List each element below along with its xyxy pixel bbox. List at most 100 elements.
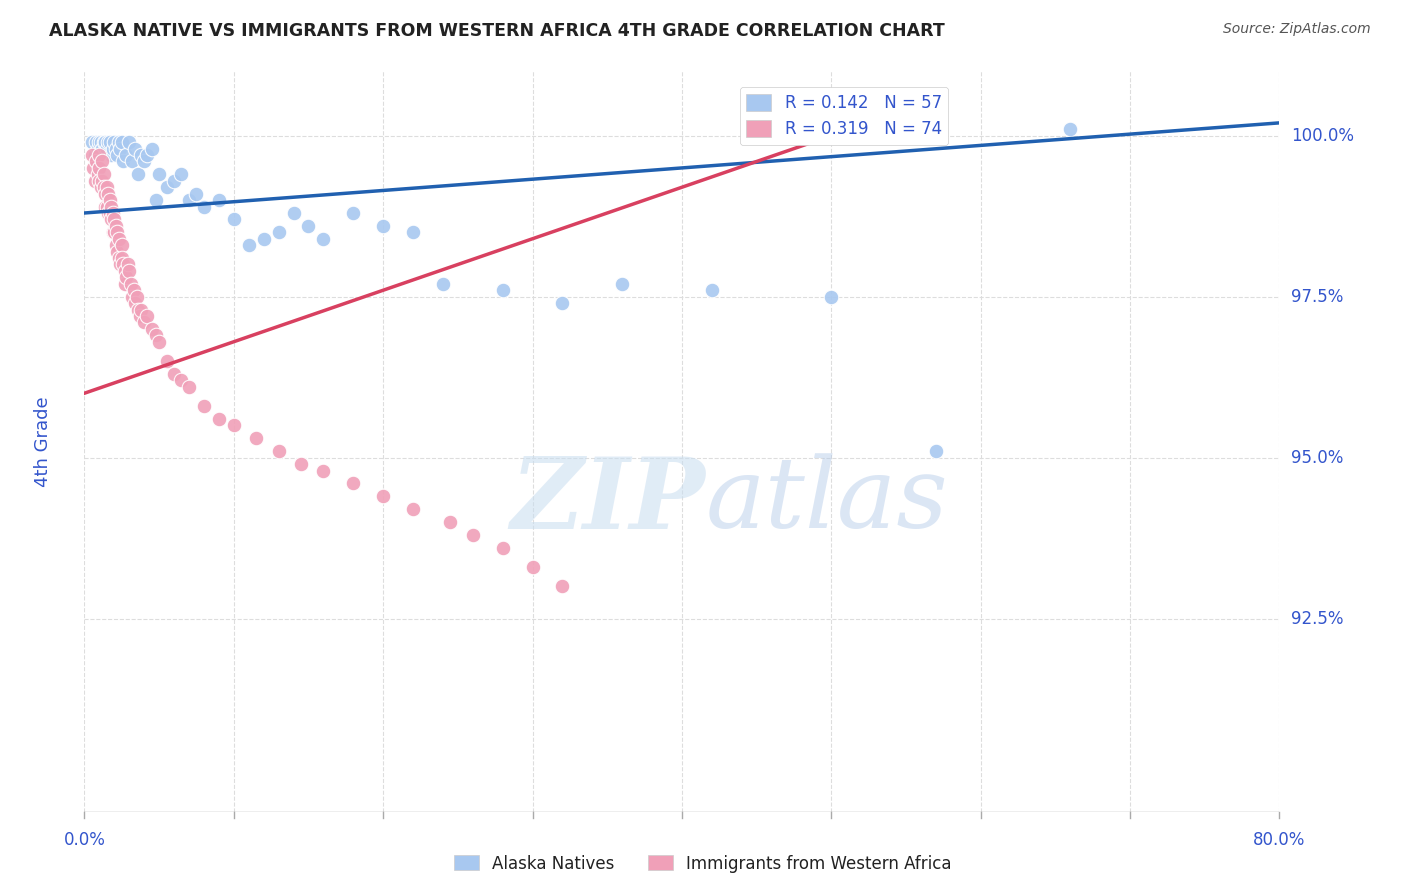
Text: 92.5%: 92.5% (1292, 609, 1344, 628)
Point (373, 219, 395, 233)
Point (141, 142, 163, 156)
Point (93, 180, 115, 194)
Text: atlas: atlas (706, 453, 949, 549)
Point (86, 154, 108, 169)
Point (87, 142, 110, 156)
Text: ZIP: ZIP (510, 452, 706, 549)
Point (91, 142, 114, 156)
Point (105, 148, 128, 162)
Point (115, 270, 138, 285)
Point (97, 186, 120, 201)
Point (89, 148, 111, 162)
Point (170, 373, 193, 387)
Point (267, 444, 290, 458)
Point (93, 135, 115, 149)
Text: 95.0%: 95.0% (1292, 449, 1344, 467)
Point (114, 277, 136, 291)
Point (136, 148, 159, 162)
Point (342, 476, 364, 491)
Point (111, 238, 134, 252)
Point (612, 277, 634, 291)
Point (145, 328, 167, 343)
Point (115, 148, 138, 162)
Point (132, 315, 156, 329)
Point (103, 135, 125, 149)
Point (186, 186, 208, 201)
Point (87, 167, 110, 181)
Point (170, 167, 193, 181)
Point (208, 412, 231, 426)
Point (96, 142, 118, 156)
Point (97, 206, 120, 220)
Point (93, 167, 115, 181)
Point (96, 180, 118, 194)
Point (925, 444, 948, 458)
Point (98, 193, 121, 207)
Point (101, 225, 124, 239)
Text: 0.0%: 0.0% (63, 831, 105, 849)
Point (163, 367, 186, 381)
Point (253, 232, 276, 246)
Text: 97.5%: 97.5% (1292, 288, 1344, 306)
Point (98, 206, 121, 220)
Point (101, 206, 124, 220)
Point (89, 135, 111, 149)
Point (100, 200, 122, 214)
Point (117, 258, 139, 272)
Point (105, 225, 128, 239)
Point (121, 154, 143, 169)
Point (98, 135, 121, 149)
Point (107, 251, 129, 265)
Point (373, 489, 395, 503)
Point (222, 212, 245, 227)
Point (820, 290, 842, 304)
Point (94, 135, 117, 149)
Point (118, 264, 141, 278)
Point (90, 135, 112, 149)
Point (193, 200, 215, 214)
Point (89, 161, 111, 175)
Point (91, 154, 114, 169)
Point (100, 212, 122, 227)
Point (104, 142, 127, 156)
Point (267, 225, 290, 239)
Text: Source: ZipAtlas.com: Source: ZipAtlas.com (1223, 22, 1371, 37)
Point (177, 380, 200, 394)
Point (90, 180, 112, 194)
Point (290, 457, 312, 471)
Point (124, 142, 146, 156)
Point (439, 515, 461, 529)
Point (129, 302, 152, 317)
Point (461, 528, 484, 542)
Point (551, 579, 574, 593)
Point (297, 219, 319, 233)
Point (222, 418, 245, 433)
Point (245, 431, 267, 445)
Text: 100.0%: 100.0% (1292, 127, 1354, 145)
Point (127, 167, 149, 181)
Point (145, 193, 167, 207)
Point (100, 148, 122, 162)
Point (110, 142, 132, 156)
Point (136, 309, 159, 323)
Point (114, 264, 136, 278)
Point (193, 399, 215, 413)
Point (122, 283, 145, 297)
Point (128, 309, 150, 323)
Point (110, 258, 132, 272)
Point (118, 135, 141, 149)
Point (177, 193, 200, 207)
Point (120, 277, 142, 291)
Point (402, 502, 425, 516)
Point (402, 225, 425, 239)
Point (132, 154, 156, 169)
Point (111, 251, 134, 265)
Point (112, 154, 135, 169)
Point (112, 258, 135, 272)
Legend: Alaska Natives, Immigrants from Western Africa: Alaska Natives, Immigrants from Western … (447, 848, 959, 880)
Point (551, 296, 574, 310)
Point (155, 354, 177, 368)
Point (80, 148, 103, 162)
Legend: R = 0.142   N = 57, R = 0.319   N = 74: R = 0.142 N = 57, R = 0.319 N = 74 (740, 87, 949, 145)
Point (492, 541, 515, 555)
